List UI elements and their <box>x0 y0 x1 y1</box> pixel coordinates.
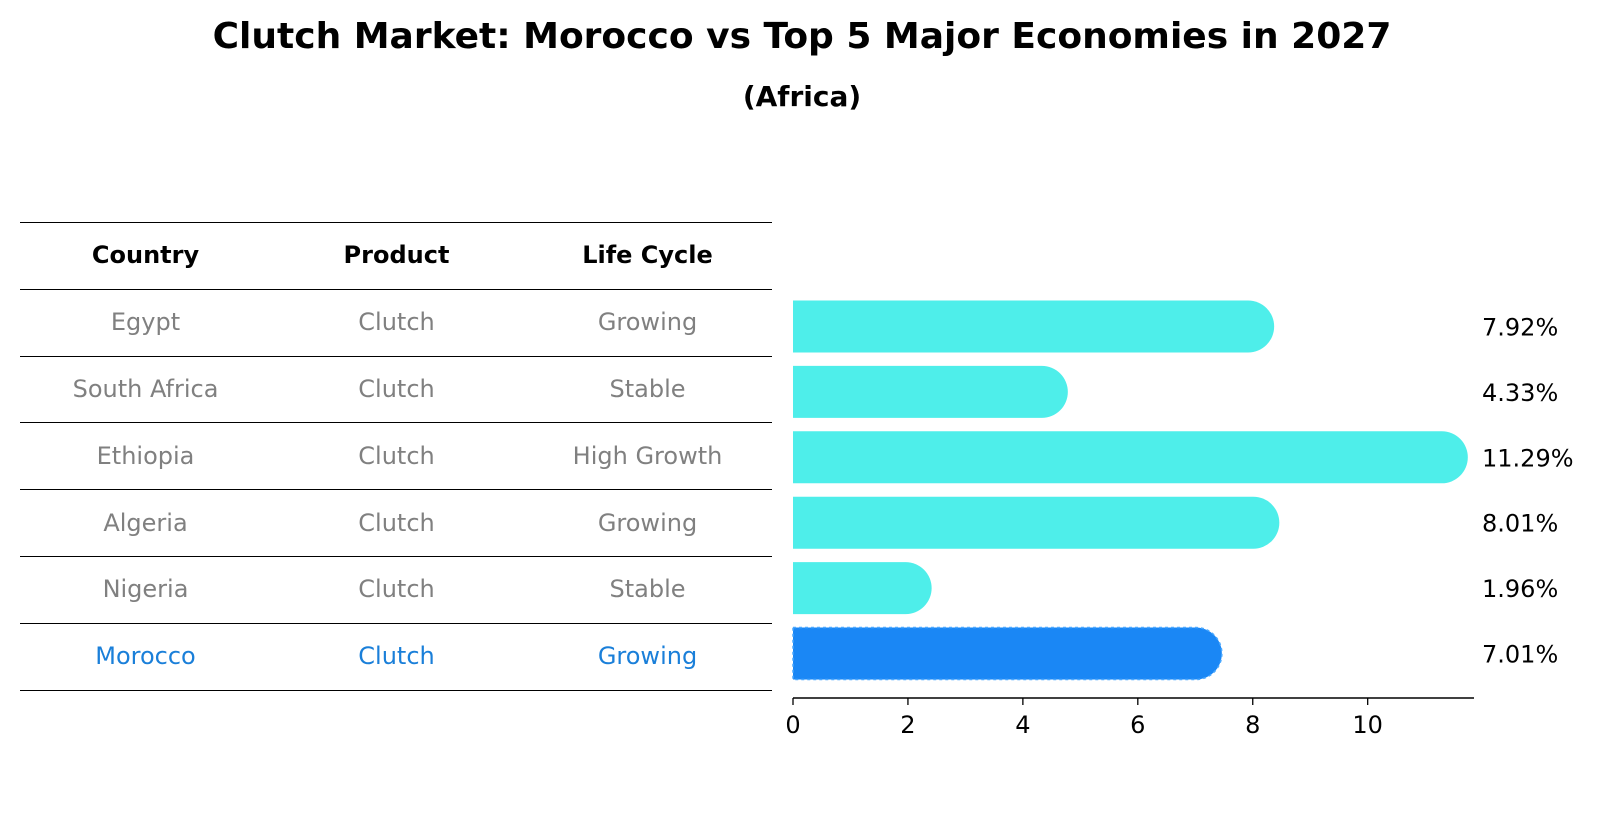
chart-subtitle: (Africa) <box>742 80 862 113</box>
bar-value-label: 1.96% <box>1482 575 1558 603</box>
table-header-product: Product <box>343 241 450 270</box>
bar-value-label: 11.29% <box>1482 444 1574 472</box>
bar-value-label: 7.01% <box>1482 641 1558 669</box>
table-cell-country: Nigeria <box>102 575 189 604</box>
table-rule <box>20 556 772 557</box>
table-cell-country: South Africa <box>72 375 219 403</box>
x-tick-label: 2 <box>900 711 915 739</box>
bar-nigeria <box>793 562 932 615</box>
table-cell-product: Clutch <box>358 441 435 470</box>
table-cell-product: Clutch <box>358 308 435 337</box>
bar-value-label: 8.01% <box>1482 510 1558 538</box>
bar-algeria <box>793 496 1280 549</box>
x-tick-label: 6 <box>1130 711 1145 739</box>
table-rule <box>20 622 772 624</box>
table-cell-product: Clutch <box>358 375 435 403</box>
table-rule <box>20 355 772 357</box>
bar-south-africa <box>793 365 1068 418</box>
bar-ethiopia <box>793 431 1468 484</box>
table-cell-life-cycle: Stable <box>609 375 686 403</box>
table-cell-country: Morocco <box>95 642 196 671</box>
table-rule <box>20 222 772 223</box>
table-cell-product: Clutch <box>358 642 435 671</box>
x-tick-label: 8 <box>1245 711 1260 739</box>
table-cell-life-cycle: Growing <box>597 508 698 537</box>
table-rule <box>20 288 772 290</box>
table-rule <box>20 689 772 691</box>
table-cell-country: Algeria <box>103 508 188 537</box>
bar-value-label: 7.92% <box>1482 314 1558 342</box>
table-cell-product: Clutch <box>358 508 435 537</box>
bar-morocco <box>792 626 1223 681</box>
table-cell-country: Egypt <box>110 308 181 337</box>
x-tick-label: 4 <box>1015 711 1030 739</box>
table-rule <box>20 422 772 424</box>
x-tick-label: 0 <box>785 711 800 739</box>
bar-value-label: 4.33% <box>1482 379 1558 407</box>
table-cell-life-cycle: Growing <box>597 642 698 671</box>
x-tick-label: 10 <box>1352 711 1383 739</box>
table-rule <box>20 489 772 491</box>
bar-egypt <box>793 300 1275 353</box>
table-cell-product: Clutch <box>358 575 435 604</box>
table-cell-life-cycle: Stable <box>609 575 686 604</box>
chart-title: Clutch Market: Morocco vs Top 5 Major Ec… <box>212 16 1392 57</box>
table-header-country: Country <box>91 241 200 270</box>
table-cell-life-cycle: Growing <box>597 308 698 337</box>
table-header-life-cycle: Life Cycle <box>582 241 713 270</box>
table-cell-life-cycle: High Growth <box>572 441 723 470</box>
table-cell-country: Ethiopia <box>96 441 195 470</box>
